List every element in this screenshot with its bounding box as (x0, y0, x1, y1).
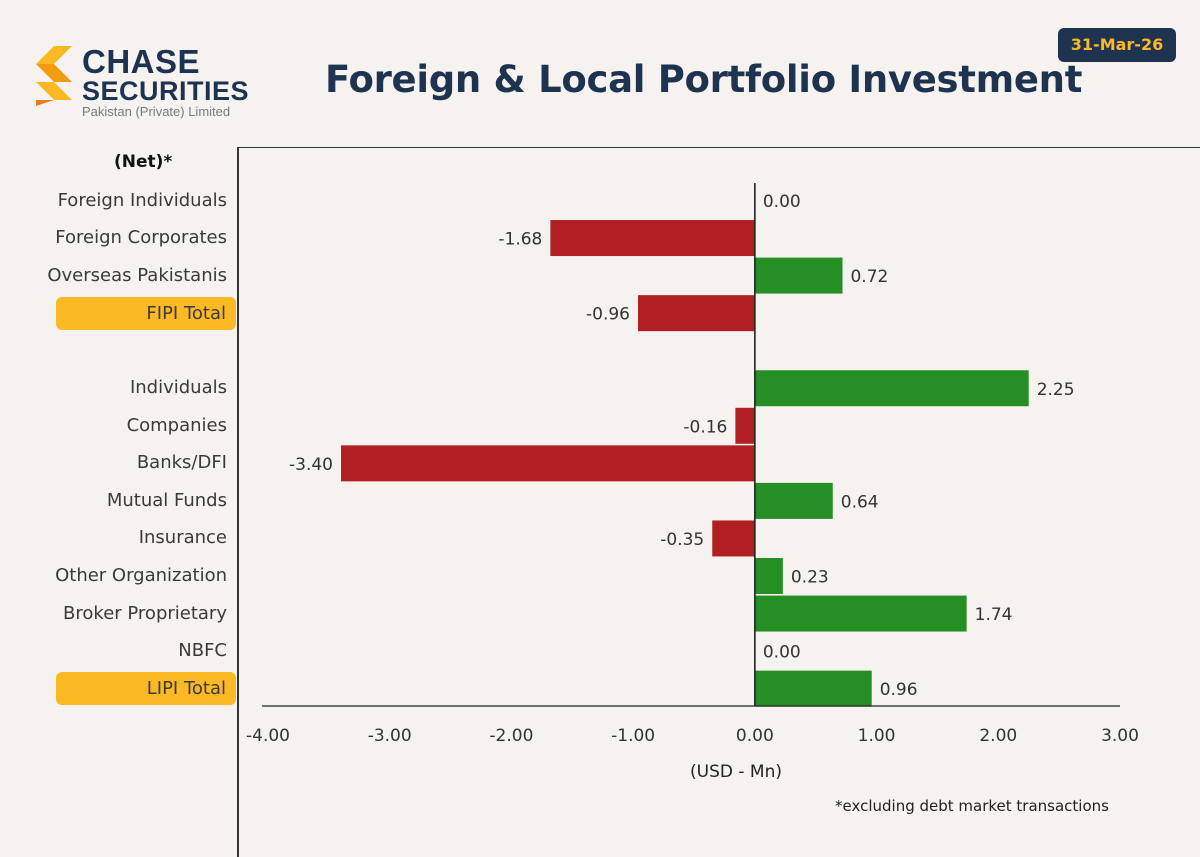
logo-subtitle: Pakistan (Private) Limited (82, 104, 231, 119)
x-axis-label: (USD - Mn) (690, 762, 782, 782)
bar-fipi-total (638, 295, 755, 332)
bar-foreign-corporates (550, 220, 755, 257)
value-label-foreign-individuals: 0.00 (763, 192, 801, 212)
value-label-banks-dfi: -3.40 (289, 455, 333, 475)
category-label-mutual-funds: Mutual Funds (106, 489, 227, 511)
value-label-overseas-pakistanis: 0.72 (850, 267, 888, 287)
x-tick-label: 3.00 (1101, 726, 1139, 746)
category-label-companies: Companies (126, 414, 227, 436)
value-label-foreign-corporates: -1.68 (498, 230, 542, 250)
bar-insurance (712, 520, 755, 557)
x-tick-label: 1.00 (858, 726, 896, 746)
page-title: Foreign & Local Portfolio Investment (325, 58, 1083, 101)
category-label-individuals: Individuals (129, 377, 227, 399)
logo-text-securities: SECURITIES (82, 76, 250, 106)
value-label-insurance: -0.35 (660, 530, 704, 550)
value-label-nbfc: 0.00 (763, 643, 801, 663)
bar-companies (735, 407, 755, 444)
value-label-fipi-total: -0.96 (586, 305, 630, 325)
value-label-lipi-total: 0.96 (880, 680, 918, 700)
chart-frame (237, 147, 1200, 857)
date-badge: 31-Mar-26 (1058, 28, 1176, 62)
bar-other-organization (754, 558, 783, 594)
x-tick-label: 0.00 (736, 726, 774, 746)
category-label-lipi-total: LIPI Total (56, 672, 236, 706)
logo-text-chase: CHASE (82, 43, 201, 80)
logo-mark-icon (36, 46, 72, 106)
category-label-foreign-corporates: Foreign Corporates (55, 227, 227, 249)
value-label-mutual-funds: 0.64 (841, 492, 879, 512)
value-label-individuals: 2.25 (1037, 380, 1075, 400)
x-tick-label: -3.00 (368, 726, 412, 746)
bar-mutual-funds (754, 482, 833, 519)
category-label-insurance: Insurance (138, 527, 227, 549)
category-label-overseas-pakistanis: Overseas Pakistanis (47, 264, 227, 286)
bar-banks-dfi (341, 445, 755, 482)
bar-overseas-pakistanis (754, 257, 843, 294)
x-tick-label: -1.00 (611, 726, 655, 746)
x-tick-label: -2.00 (489, 726, 533, 746)
x-tick-label: 2.00 (979, 726, 1017, 746)
bar-individuals (754, 370, 1029, 407)
bar-lipi-total (754, 670, 872, 707)
chase-securities-logo: CHASE SECURITIES Pakistan (Private) Limi… (30, 42, 270, 122)
bar-broker-proprietary (754, 595, 967, 632)
value-label-other-organization: 0.23 (791, 568, 829, 588)
category-label-foreign-individuals: Foreign Individuals (57, 189, 227, 211)
value-label-companies: -0.16 (683, 417, 727, 437)
category-label-other-organization: Other Organization (55, 565, 227, 586)
value-label-broker-proprietary: 1.74 (975, 605, 1013, 625)
x-tick-label: -4.00 (246, 726, 290, 746)
footnote: *excluding debt market transactions (835, 797, 1109, 815)
category-label-nbfc: NBFC (178, 640, 227, 662)
category-label-broker-proprietary: Broker Proprietary (63, 602, 227, 624)
category-label-banks-dfi: Banks/DFI (136, 452, 227, 474)
category-label-fipi-total: FIPI Total (56, 296, 236, 330)
net-header-label: (Net)* (114, 152, 173, 172)
